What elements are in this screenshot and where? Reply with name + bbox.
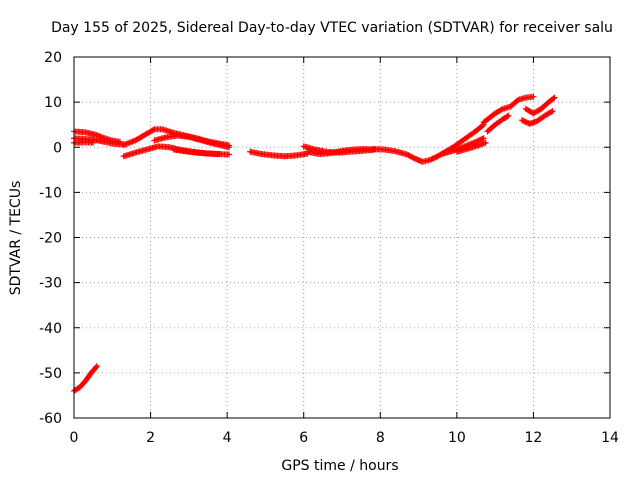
data-point xyxy=(216,151,223,158)
x-tick-label: 12 xyxy=(525,430,543,446)
x-tick-label: 4 xyxy=(223,430,232,446)
data-point xyxy=(93,364,100,371)
grid xyxy=(74,57,610,418)
series-track-p xyxy=(518,108,556,127)
series-track-r xyxy=(71,363,100,394)
data-point xyxy=(150,126,157,133)
y-tick-label: -30 xyxy=(39,276,62,292)
y-axis-label: SDTVAR / TECUs xyxy=(8,181,24,296)
axis-ticks: 0 2 4 6 8 10 12 14 -60 -50 -40 -30 -20 -10 0 10 20 xyxy=(39,50,619,446)
data-point xyxy=(550,95,557,102)
x-tick-label: 10 xyxy=(448,430,466,446)
data-point xyxy=(90,139,97,146)
data-point xyxy=(549,108,556,115)
y-tick-label: -10 xyxy=(39,185,62,201)
y-tick-label: -60 xyxy=(39,411,62,427)
data-point xyxy=(498,106,505,113)
data-point xyxy=(551,94,558,101)
y-tick-label: -50 xyxy=(39,366,62,382)
data-point xyxy=(93,363,100,370)
series-track-k xyxy=(369,121,487,165)
data-point xyxy=(226,144,233,151)
series-track-n xyxy=(480,93,537,126)
data-point xyxy=(504,113,511,120)
data-point xyxy=(530,93,537,100)
x-tick-label: 0 xyxy=(70,430,79,446)
data-point xyxy=(479,122,486,129)
y-tick-label: 20 xyxy=(44,50,62,66)
series-track-g xyxy=(170,146,223,158)
series-track-h xyxy=(247,148,311,160)
x-tick-label: 8 xyxy=(376,430,385,446)
x-axis-label: GPS time / hours xyxy=(281,458,398,474)
series-track-f xyxy=(151,132,233,151)
x-tick-label: 14 xyxy=(601,430,619,446)
y-tick-label: -40 xyxy=(39,321,62,337)
data-point xyxy=(480,135,487,142)
data-point xyxy=(479,135,486,142)
x-tick-label: 6 xyxy=(299,430,308,446)
series-track-b xyxy=(71,135,127,148)
data-points xyxy=(71,93,558,394)
data-point xyxy=(482,139,489,146)
series-track-m xyxy=(453,139,489,155)
series-track-o xyxy=(484,112,512,135)
x-tick-label: 2 xyxy=(146,430,155,446)
y-tick-label: 0 xyxy=(53,140,62,156)
data-point xyxy=(548,108,555,115)
data-point xyxy=(226,151,233,158)
chart-title: Day 155 of 2025, Sidereal Day-to-day VTE… xyxy=(51,20,613,36)
y-tick-label: 10 xyxy=(44,95,62,111)
data-point xyxy=(505,112,512,119)
y-tick-label: -20 xyxy=(39,231,62,247)
series-track-q xyxy=(522,94,558,117)
